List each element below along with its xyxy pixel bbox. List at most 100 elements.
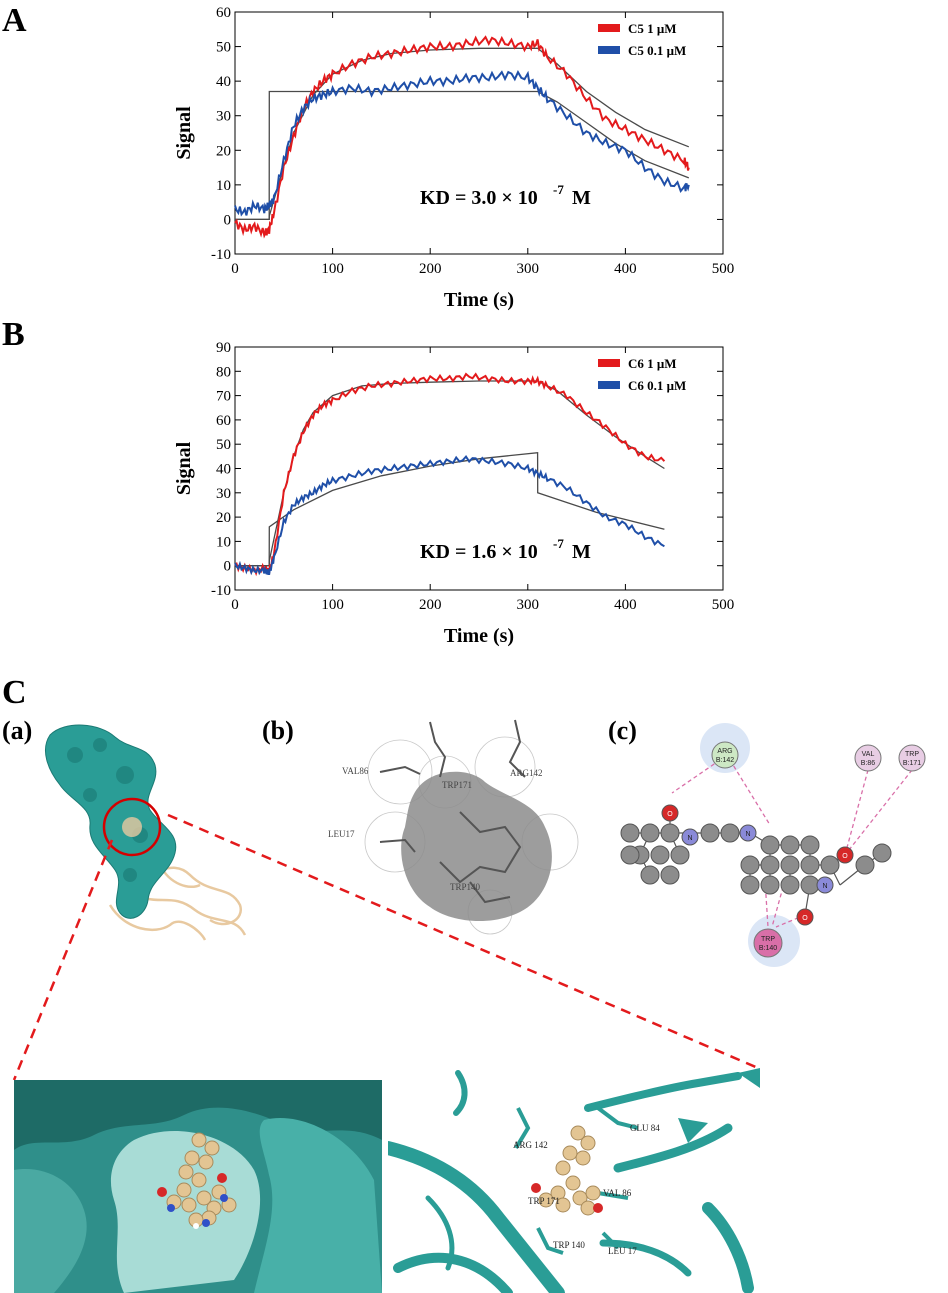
- surface-label-trp140: TRP140: [450, 882, 481, 892]
- y-tick-label: 30: [216, 486, 231, 502]
- x-tick-label: 400: [614, 597, 637, 613]
- y-tick-label: 50: [216, 40, 231, 56]
- kd-exponent: -7: [553, 182, 564, 197]
- kd-annotation: KD = 3.0 × 10: [420, 187, 538, 209]
- y-tick-label: -10: [211, 583, 231, 599]
- legend-label: C6 0.1 μM: [628, 378, 686, 393]
- series-line: [234, 35, 690, 239]
- protein-surface-overview: [45, 724, 247, 941]
- x-tick-label: 0: [231, 261, 239, 277]
- x-axis-label: Time (s): [444, 289, 514, 311]
- zoomed-surface-view: [14, 1080, 382, 1293]
- legend-label: C5 0.1 μM: [628, 43, 686, 58]
- svg-text:VAL: VAL: [862, 751, 875, 758]
- legend-swatch: [598, 381, 620, 389]
- y-tick-label: 60: [216, 5, 231, 21]
- ligand-surface: [401, 771, 552, 922]
- kd-unit: M: [572, 541, 591, 563]
- x-tick-label: 500: [712, 597, 735, 613]
- y-tick-label: 90: [216, 340, 231, 356]
- svg-text:TRP: TRP: [905, 751, 919, 758]
- ribbon-label-trp140: TRP 140: [553, 1240, 585, 1250]
- y-tick-label: 0: [224, 212, 232, 228]
- x-tick-label: 0: [231, 597, 239, 613]
- svg-text:B:140: B:140: [759, 945, 777, 952]
- binding-site-circle: [102, 797, 162, 857]
- y-tick-label: 30: [216, 109, 231, 125]
- plot-frame: [234, 11, 724, 255]
- chart-b: 0 100 200 300 400 500-100102030405060708090C6…: [173, 340, 735, 647]
- x-tick-label: 100: [321, 261, 344, 277]
- nitrogen-atom: [681, 828, 699, 846]
- x-tick-label: 200: [419, 597, 442, 613]
- kd-unit: M: [572, 187, 591, 209]
- svg-text:B:142: B:142: [716, 757, 734, 764]
- y-tick-label: 20: [216, 510, 231, 526]
- svg-text:O: O: [842, 853, 848, 860]
- svg-text:B:86: B:86: [861, 760, 876, 767]
- y-axis-label: Signal: [173, 441, 195, 495]
- surface-label-trp171: TRP171: [442, 780, 472, 790]
- y-tick-label: 50: [216, 437, 231, 453]
- x-axis-label: Time (s): [444, 625, 514, 647]
- ligand-surface-view: VAL86 TRP171 ARG142 LEU17 TRP140: [328, 719, 579, 935]
- y-tick-label: 70: [216, 389, 231, 405]
- y-tick-label: 80: [216, 364, 231, 380]
- residue-trp171: TRP B:171: [898, 744, 926, 772]
- surface-label-leu17: LEU17: [328, 829, 355, 839]
- svg-text:O: O: [667, 811, 673, 818]
- surface-label-arg142: ARG142: [510, 768, 543, 778]
- zoomed-ribbon-view: ARG 142 GLU 84 TRP 171 VAL 86 TRP 140 LE…: [388, 1068, 760, 1293]
- protein-surface: [45, 724, 177, 919]
- ribbon-label-leu17: LEU 17: [608, 1246, 637, 1256]
- oxygen-atom: [661, 804, 679, 822]
- ribbon-label-trp171: TRP 171: [528, 1196, 560, 1206]
- ribbon-label-arg142: ARG 142: [513, 1140, 548, 1150]
- legend-label: C5 1 μM: [628, 21, 677, 36]
- y-tick-label: 40: [216, 462, 231, 478]
- oxygen-atom: [796, 908, 814, 926]
- subpanel-label-b: (b): [262, 716, 294, 745]
- panel-label-a: A: [2, 2, 27, 39]
- x-tick-label: 100: [321, 597, 344, 613]
- y-tick-label: 40: [216, 74, 231, 90]
- panel-label-c: C: [2, 674, 27, 711]
- x-tick-label: 500: [712, 261, 735, 277]
- x-tick-label: 400: [614, 261, 637, 277]
- x-tick-label: 300: [517, 261, 540, 277]
- series-line: [234, 70, 690, 217]
- ligand-balls: [157, 1132, 237, 1229]
- series-line: [234, 454, 665, 576]
- ligand-site: [122, 817, 142, 837]
- kd-annotation: KD = 1.6 × 10: [420, 541, 538, 563]
- nitrogen-atom: [816, 876, 834, 894]
- interaction-diagram: O O O N N N ARG B:142 VAL B:86 TRP B:171…: [620, 723, 926, 967]
- svg-text:B:171: B:171: [903, 760, 921, 767]
- y-tick-label: 10: [216, 534, 231, 550]
- svg-text:ARG: ARG: [717, 748, 732, 755]
- fit-line: [235, 90, 690, 221]
- y-axis-label: Signal: [173, 106, 195, 160]
- surface-label-val86: VAL86: [342, 766, 369, 776]
- y-tick-label: 0: [224, 559, 232, 575]
- y-tick-label: 20: [216, 143, 231, 159]
- svg-text:N: N: [822, 883, 827, 890]
- y-tick-label: -10: [211, 247, 231, 263]
- residue-trp140: TRP B:140: [753, 928, 783, 958]
- legend-swatch: [598, 46, 620, 54]
- subpanel-label-c: (c): [608, 716, 637, 745]
- svg-text:O: O: [802, 915, 808, 922]
- y-tick-label: 10: [216, 178, 231, 194]
- residue-val86: VAL B:86: [854, 744, 882, 772]
- kd-exponent: -7: [553, 536, 564, 551]
- svg-text:N: N: [687, 835, 692, 842]
- svg-text:N: N: [745, 831, 750, 838]
- residue-arg142: ARG B:142: [711, 741, 739, 769]
- legend-swatch: [598, 24, 620, 32]
- oxygen-atom: [836, 846, 854, 864]
- nitrogen-atom: [739, 824, 757, 842]
- ribbon-label-val86: VAL 86: [603, 1188, 632, 1198]
- fit-line: [235, 451, 665, 567]
